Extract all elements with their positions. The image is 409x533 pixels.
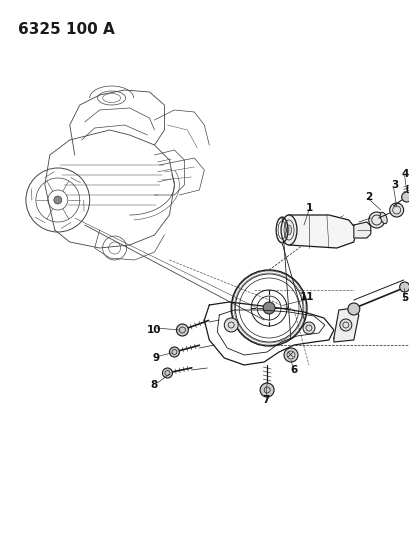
Circle shape bbox=[401, 192, 409, 202]
Circle shape bbox=[302, 322, 314, 334]
Circle shape bbox=[389, 203, 403, 217]
Circle shape bbox=[399, 282, 409, 292]
Circle shape bbox=[162, 368, 172, 378]
Polygon shape bbox=[353, 222, 370, 238]
Polygon shape bbox=[333, 308, 358, 342]
Polygon shape bbox=[288, 215, 356, 248]
Circle shape bbox=[224, 318, 238, 332]
Text: 3: 3 bbox=[390, 180, 397, 190]
Circle shape bbox=[347, 303, 359, 315]
Text: 6325 100 A: 6325 100 A bbox=[18, 22, 115, 37]
Text: 7: 7 bbox=[262, 395, 269, 405]
Text: 1: 1 bbox=[305, 203, 312, 213]
Circle shape bbox=[368, 212, 384, 228]
Circle shape bbox=[259, 383, 274, 397]
Circle shape bbox=[283, 348, 297, 362]
Text: 2: 2 bbox=[364, 192, 371, 202]
Ellipse shape bbox=[281, 215, 296, 245]
Text: 4: 4 bbox=[401, 169, 408, 179]
Text: 8: 8 bbox=[151, 380, 158, 390]
Circle shape bbox=[169, 347, 179, 357]
Text: 11: 11 bbox=[299, 292, 313, 302]
Circle shape bbox=[339, 319, 351, 331]
Text: 10: 10 bbox=[147, 325, 161, 335]
Circle shape bbox=[176, 324, 188, 336]
Text: 6: 6 bbox=[290, 365, 297, 375]
Text: 9: 9 bbox=[153, 353, 160, 363]
Ellipse shape bbox=[286, 225, 291, 235]
Text: 5: 5 bbox=[400, 293, 407, 303]
Ellipse shape bbox=[379, 212, 386, 224]
Circle shape bbox=[263, 302, 274, 314]
Circle shape bbox=[54, 196, 62, 204]
